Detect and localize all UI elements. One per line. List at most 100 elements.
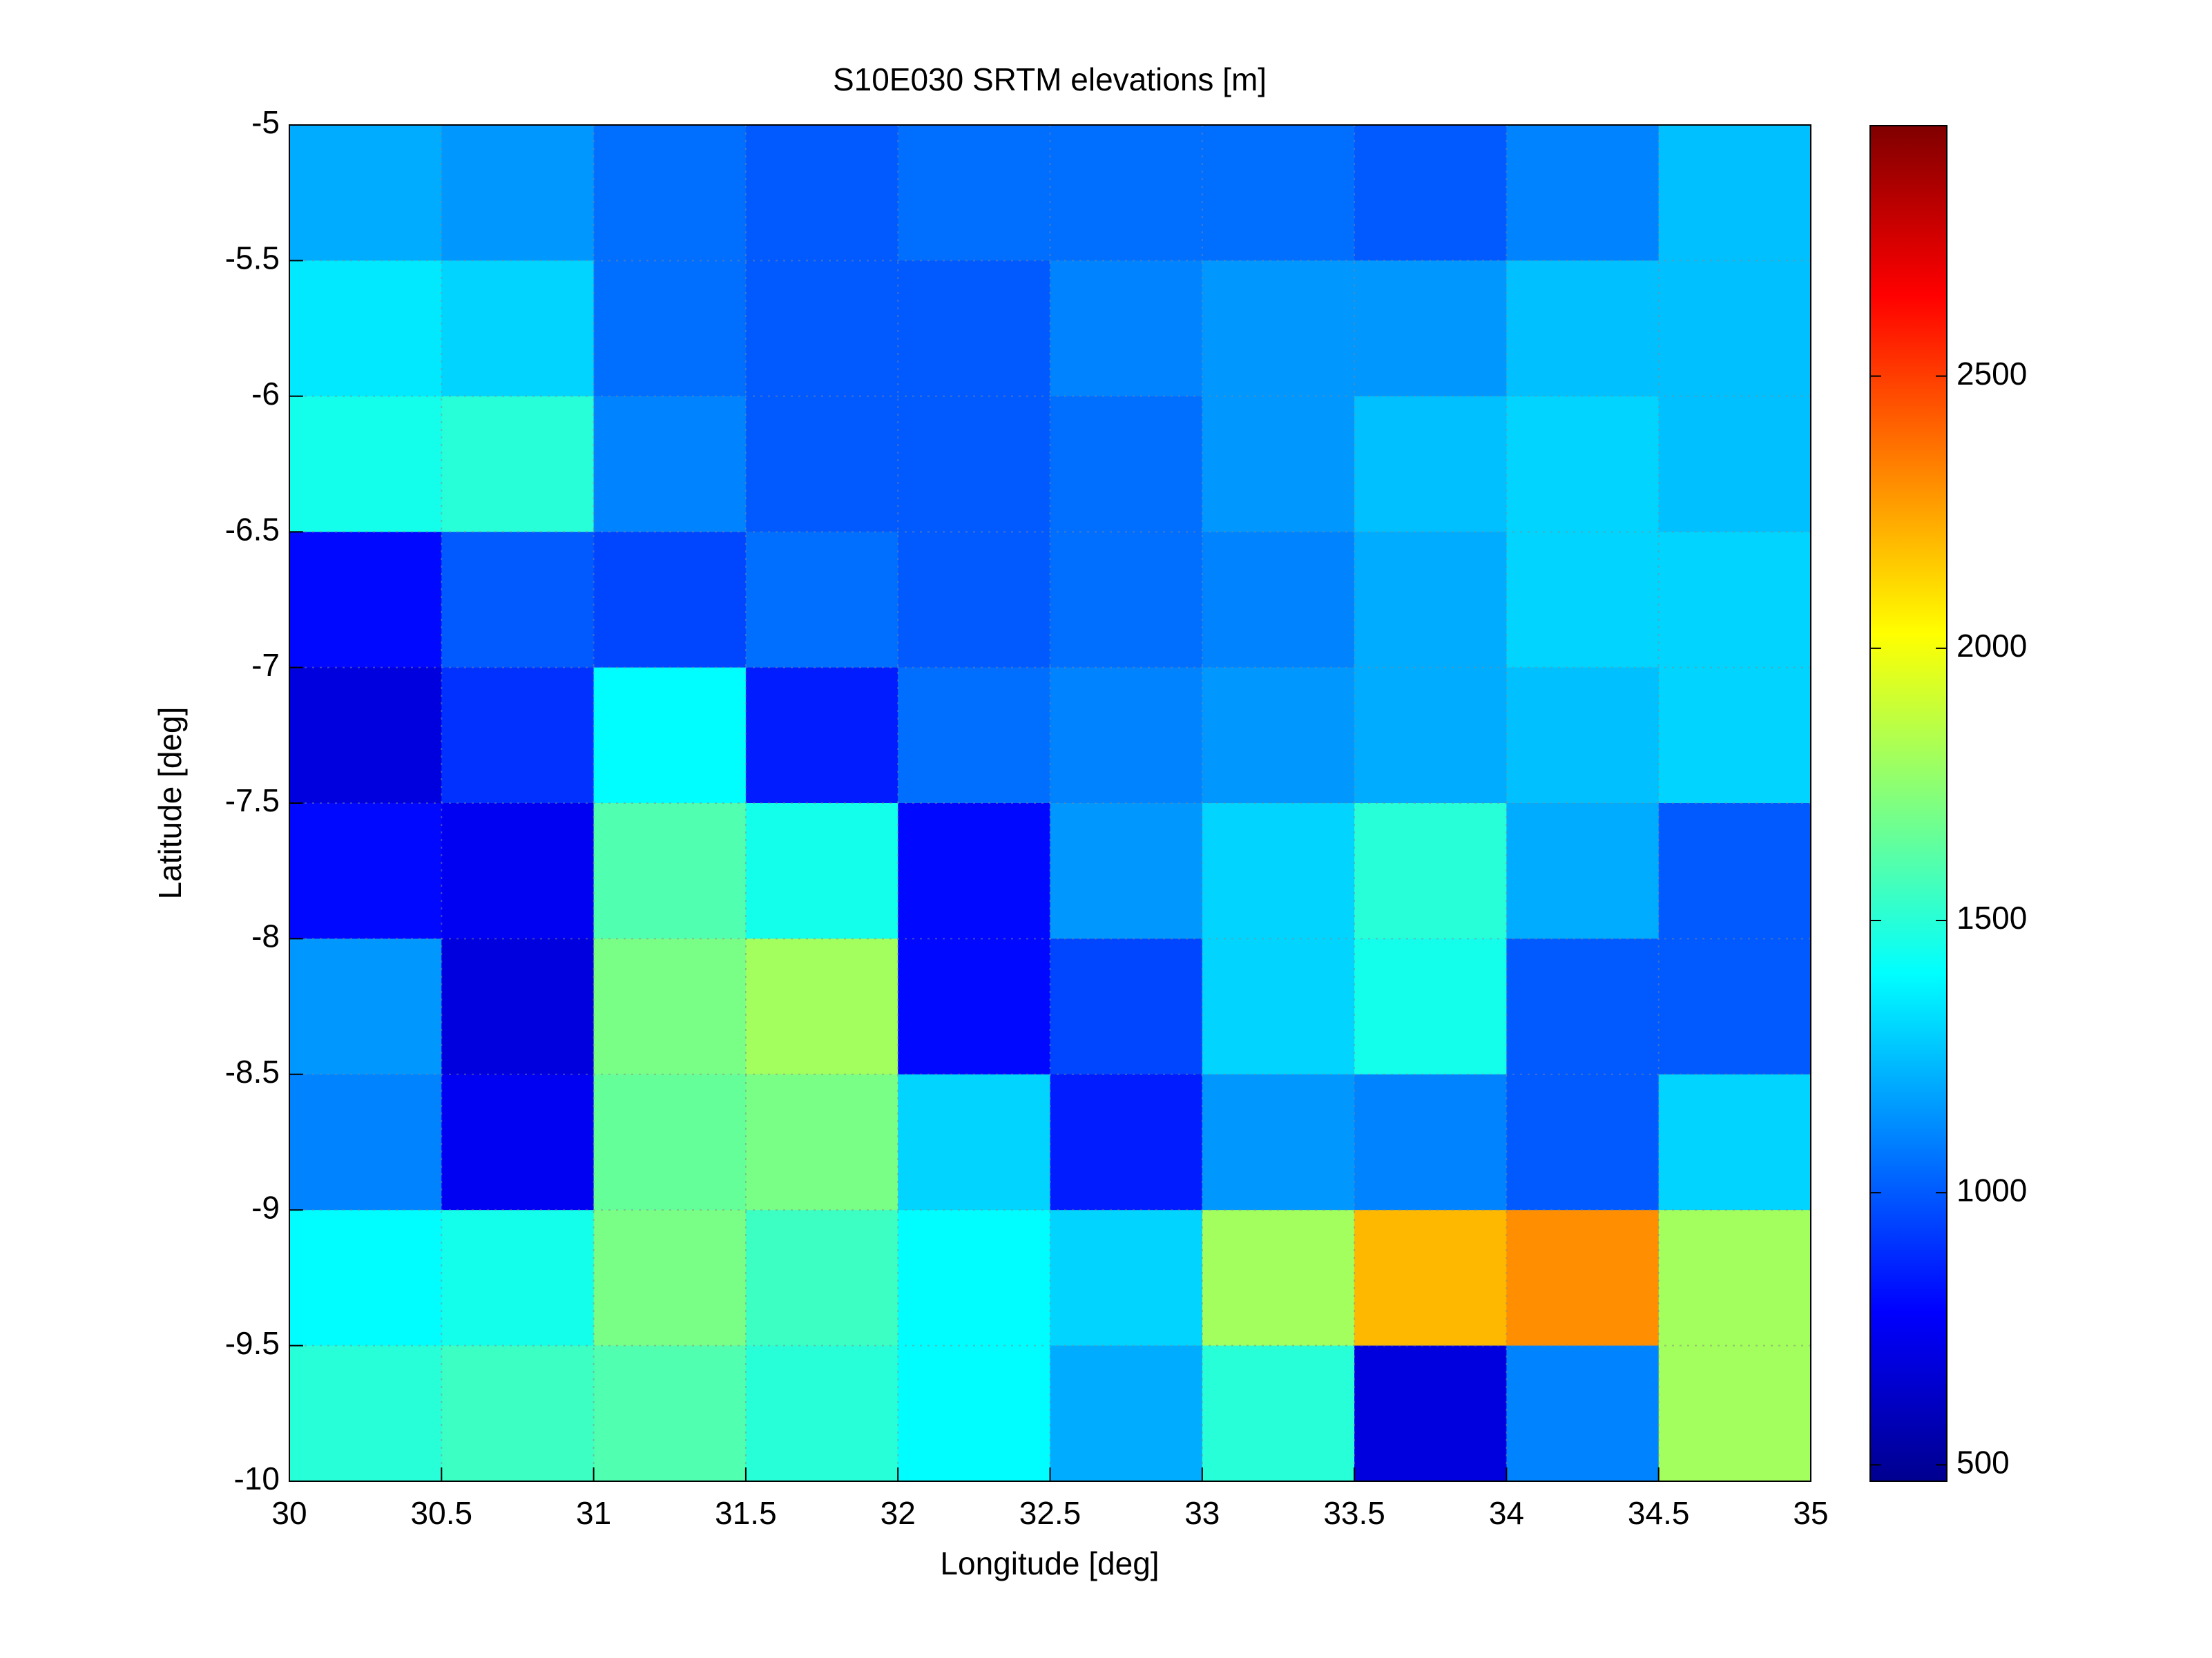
- heatmap-cell: [745, 938, 898, 1075]
- heatmap-cell: [1506, 396, 1660, 532]
- heatmap-cell: [1354, 1210, 1507, 1347]
- heatmap-cell: [1050, 667, 1203, 804]
- heatmap-cell: [1658, 1345, 1811, 1482]
- colorbar-tick-label: 1500: [1956, 900, 2027, 936]
- heatmap-cell: [1658, 125, 1811, 261]
- heatmap-cell: [1506, 532, 1660, 668]
- colorbar-tick-label: 2000: [1956, 628, 2027, 664]
- heatmap-cell: [593, 938, 747, 1075]
- heatmap-cell: [289, 938, 442, 1075]
- colorbar-tick-label: 1000: [1956, 1172, 2027, 1208]
- heatmap-cell: [441, 1345, 595, 1482]
- heatmap-cell: [593, 260, 747, 397]
- heatmap-cell: [289, 532, 442, 668]
- heatmap-cell: [593, 1074, 747, 1211]
- heatmap-cell: [1658, 667, 1811, 804]
- heatmap-cell: [745, 125, 898, 261]
- heatmap-cell: [1658, 396, 1811, 532]
- heatmap-cell: [745, 667, 898, 804]
- heatmap-cell: [1354, 260, 1507, 397]
- heatmap-cell: [1506, 260, 1660, 397]
- heatmap-cell: [441, 1210, 595, 1347]
- y-tick-label: -7: [251, 647, 280, 683]
- heatmap-cell: [898, 1210, 1050, 1347]
- heatmap-cell: [289, 667, 442, 804]
- y-tick-label: -9: [251, 1189, 280, 1225]
- x-tick-label: 32: [881, 1495, 916, 1531]
- heatmap-cell: [1658, 1074, 1811, 1211]
- heatmap-cell: [1202, 1345, 1355, 1482]
- y-tick-label: -8: [251, 918, 280, 954]
- heatmap-cell: [1050, 803, 1203, 939]
- heatmap-cell: [1050, 125, 1203, 261]
- x-tick-label: 34: [1489, 1495, 1524, 1531]
- heatmap-cell: [898, 396, 1050, 532]
- heatmap-cell: [1506, 1210, 1660, 1347]
- heatmap-cell: [898, 1345, 1050, 1482]
- y-tick-label: -6.5: [225, 511, 280, 547]
- heatmap-cell: [593, 803, 747, 939]
- heatmap-cell: [289, 1210, 442, 1347]
- heatmap-cell: [289, 396, 442, 532]
- heatmap-cell: [1354, 1345, 1507, 1482]
- heatmap-cell: [1202, 396, 1355, 532]
- x-tick-label: 30: [271, 1495, 307, 1531]
- heatmap-cell: [1050, 1074, 1203, 1211]
- colorbar: [1869, 125, 1947, 1482]
- heatmap-cell: [1354, 532, 1507, 668]
- heatmap-cell: [1354, 396, 1507, 532]
- heatmap-cell: [745, 1210, 898, 1347]
- heatmap-cell: [441, 125, 595, 261]
- heatmap-cell: [593, 1345, 747, 1482]
- heatmap-cell: [1050, 938, 1203, 1075]
- y-tick-label: -6: [251, 376, 280, 412]
- heatmap-cell: [898, 532, 1050, 668]
- heatmap-cell: [745, 1345, 898, 1482]
- heatmap-cell: [593, 667, 747, 804]
- heatmap-cell: [1354, 803, 1507, 939]
- heatmap-cell: [593, 125, 747, 261]
- heatmap-cell: [898, 667, 1050, 804]
- y-tick-label: -8.5: [225, 1054, 280, 1090]
- x-tick-label: 33.5: [1323, 1495, 1385, 1531]
- heatmap-cell: [441, 803, 595, 939]
- heatmap-cell: [289, 260, 442, 397]
- heatmap-cell: [1506, 1074, 1660, 1211]
- heatmap-cell: [1658, 938, 1811, 1075]
- heatmap-cell: [1202, 667, 1355, 804]
- heatmap-cell: [593, 1210, 747, 1347]
- heatmap-cell: [898, 938, 1050, 1075]
- heatmap-cell: [1658, 532, 1811, 668]
- x-tick-label: 35: [1793, 1495, 1828, 1531]
- heatmap-cell: [898, 260, 1050, 397]
- x-tick-label: 33: [1184, 1495, 1220, 1531]
- heatmap-cell: [1050, 396, 1203, 532]
- heatmap-cell: [1202, 532, 1355, 668]
- heatmap-cell: [1506, 938, 1660, 1075]
- axes-frame: [289, 124, 1811, 1482]
- heatmap-cell: [1658, 260, 1811, 397]
- heatmap-cell: [441, 667, 595, 804]
- heatmap-cell: [1202, 803, 1355, 939]
- heatmap-cell: [1506, 803, 1660, 939]
- x-tick-label: 34.5: [1628, 1495, 1690, 1531]
- heatmap-cell: [593, 396, 747, 532]
- heatmap-cell: [1050, 1345, 1203, 1482]
- chart-title: S10E030 SRTM elevations [m]: [833, 61, 1267, 97]
- heatmap-cell: [1050, 1210, 1203, 1347]
- heatmap-cell: [289, 803, 442, 939]
- heatmap-cell: [1202, 1074, 1355, 1211]
- heatmap-cell: [1202, 260, 1355, 397]
- heatmap-cell: [1202, 938, 1355, 1075]
- heatmap-cell: [745, 260, 898, 397]
- heatmap-cell: [1354, 1074, 1507, 1211]
- colorbar-tick-label: 2500: [1956, 356, 2027, 392]
- x-tick-label: 31.5: [715, 1495, 777, 1531]
- y-tick-label: -10: [234, 1461, 280, 1496]
- heatmap-cell: [441, 1074, 595, 1211]
- heatmap-cell: [289, 1345, 442, 1482]
- x-tick-label: 30.5: [411, 1495, 473, 1531]
- heatmap-cell: [1658, 1210, 1811, 1347]
- heatmap-cell: [1050, 260, 1203, 397]
